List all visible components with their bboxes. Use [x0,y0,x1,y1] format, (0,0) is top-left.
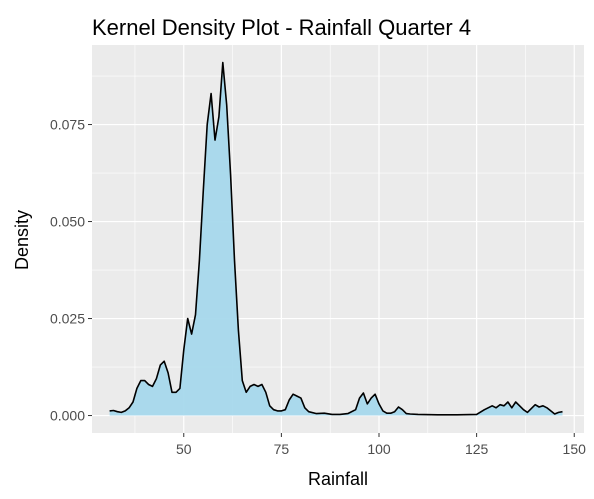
y-tick-label: 0.050 [50,214,85,230]
x-tick-label: 100 [367,441,391,457]
density-area [109,62,563,416]
x-axis-title: Rainfall [308,469,368,489]
plot-panel [92,45,584,433]
y-tick-label: 0.075 [50,117,85,133]
x-tick-label: 150 [563,441,587,457]
y-axis-title: Density [12,210,32,270]
panel-background [92,45,584,433]
x-tick-label: 125 [465,441,489,457]
x-tick-label: 75 [274,441,290,457]
x-axis: 50 75 100 125 150 [176,433,586,457]
y-axis: 0.000 0.025 0.050 0.075 [50,117,92,424]
y-tick-label: 0.025 [50,311,85,327]
chart-title: Kernel Density Plot - Rainfall Quarter 4 [92,15,471,40]
density-line [109,61,563,416]
x-tick-label: 50 [176,441,192,457]
y-tick-label: 0.000 [50,408,85,424]
